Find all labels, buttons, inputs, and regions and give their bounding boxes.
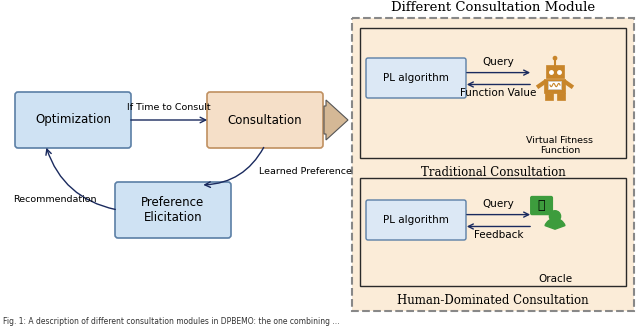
Text: Query: Query	[483, 199, 515, 209]
Bar	[557, 93, 565, 100]
Text: Traditional Consultation: Traditional Consultation	[420, 166, 565, 179]
FancyBboxPatch shape	[366, 200, 466, 240]
Text: Virtual Fitness
Function: Virtual Fitness Function	[527, 136, 593, 155]
Bar	[360, 28, 626, 158]
FancyBboxPatch shape	[15, 92, 131, 148]
Text: Human-Dominated Consultation: Human-Dominated Consultation	[397, 294, 589, 307]
FancyBboxPatch shape	[530, 196, 553, 215]
Circle shape	[554, 57, 557, 60]
Bar	[548, 81, 561, 89]
Text: Preference
Elicitation: Preference Elicitation	[141, 196, 205, 224]
Bar	[546, 66, 564, 78]
Bar	[360, 178, 626, 286]
Text: 💡: 💡	[538, 199, 545, 212]
Polygon shape	[324, 100, 348, 140]
Text: Function Value: Function Value	[460, 88, 537, 99]
Text: Learned Preference: Learned Preference	[259, 167, 351, 176]
Text: If Time to Consult: If Time to Consult	[127, 103, 211, 112]
Text: Recommendation: Recommendation	[13, 196, 97, 205]
Text: Feedback: Feedback	[474, 230, 524, 241]
Text: Fig. 1: A description of different consultation modules in DPBEMO: the one combi: Fig. 1: A description of different consu…	[3, 317, 339, 326]
Text: PL algorithm: PL algorithm	[383, 73, 449, 83]
Text: Different Consultation Module: Different Consultation Module	[391, 1, 595, 14]
Wedge shape	[545, 218, 565, 229]
FancyBboxPatch shape	[366, 58, 466, 98]
Text: PL algorithm: PL algorithm	[383, 215, 449, 225]
Bar	[352, 18, 634, 311]
Circle shape	[549, 211, 561, 222]
Bar	[545, 93, 553, 100]
Text: Oracle: Oracle	[538, 274, 572, 284]
Bar	[545, 78, 564, 93]
Text: Query: Query	[483, 57, 515, 67]
FancyBboxPatch shape	[207, 92, 323, 148]
FancyBboxPatch shape	[115, 182, 231, 238]
Text: Consultation: Consultation	[228, 114, 302, 126]
Text: Optimization: Optimization	[35, 114, 111, 126]
